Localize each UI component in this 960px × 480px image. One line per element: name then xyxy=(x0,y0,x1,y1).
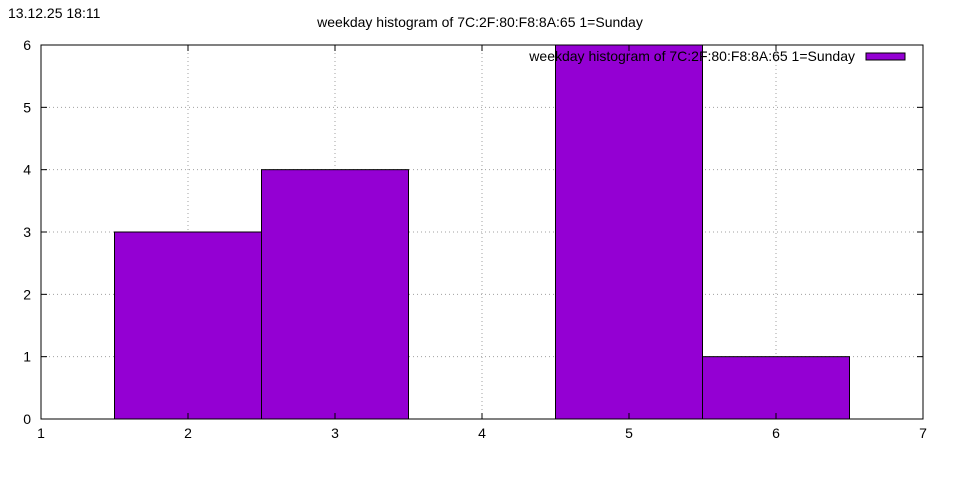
legend-swatch xyxy=(865,52,906,61)
x-tick-label: 6 xyxy=(772,425,780,441)
x-tick-label: 1 xyxy=(37,425,45,441)
x-tick-label: 3 xyxy=(331,425,339,441)
y-tick-label: 0 xyxy=(23,411,31,427)
x-tick-label: 2 xyxy=(184,425,192,441)
y-tick-label: 5 xyxy=(23,99,31,115)
y-tick-label: 2 xyxy=(23,286,31,302)
bars xyxy=(114,44,850,420)
y-tick-label: 3 xyxy=(23,224,31,240)
histogram-bar xyxy=(114,231,262,420)
histogram-bar xyxy=(702,356,850,420)
x-tick-label: 5 xyxy=(625,425,633,441)
legend-label: weekday histogram of 7C:2F:80:F8:8A:65 1… xyxy=(528,48,855,64)
histogram-bar xyxy=(261,169,409,420)
chart-title: weekday histogram of 7C:2F:80:F8:8A:65 1… xyxy=(316,14,643,30)
legend: weekday histogram of 7C:2F:80:F8:8A:65 1… xyxy=(528,48,906,64)
timestamp: 13.12.25 18:11 xyxy=(8,5,101,21)
x-tick-label: 7 xyxy=(919,425,927,441)
y-tick-label: 6 xyxy=(23,37,31,53)
histogram-bar xyxy=(555,44,703,420)
x-tick-label: 4 xyxy=(478,425,486,441)
y-tick-label: 4 xyxy=(23,162,31,178)
grid xyxy=(41,45,923,419)
y-tick-label: 1 xyxy=(23,349,31,365)
